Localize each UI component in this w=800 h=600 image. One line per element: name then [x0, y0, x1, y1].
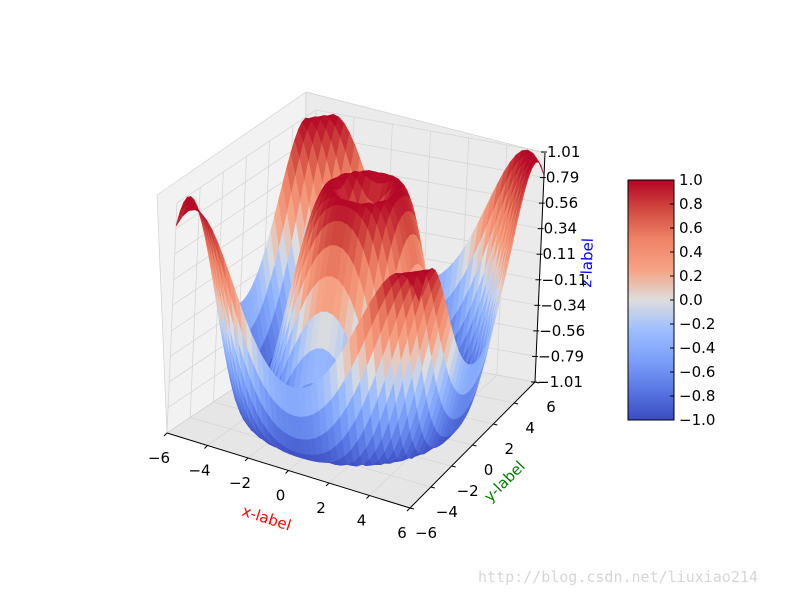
- x-tick-mark: [285, 470, 289, 474]
- colorbar-tick-label: −0.4: [679, 339, 715, 357]
- colorbar-tick-label: −0.6: [679, 363, 715, 381]
- y-tick-mark: [493, 423, 498, 426]
- y-tick-mark: [430, 486, 435, 489]
- x-tick-label: 2: [316, 499, 326, 517]
- z-tick-label: 1.01: [547, 143, 580, 161]
- x-tick-label: 0: [276, 487, 286, 505]
- grid-line: [166, 202, 178, 434]
- z-tick-label: 0.34: [544, 220, 577, 238]
- z-tick-label: −0.11: [541, 271, 587, 289]
- surface-patch: [413, 275, 423, 303]
- z-axis-label: z-label: [577, 238, 597, 288]
- y-tick-mark: [451, 465, 456, 468]
- y-tick-label: −4: [436, 503, 458, 521]
- grid-line: [315, 109, 546, 153]
- z-tick-label: −1.01: [537, 373, 583, 391]
- y-tick-label: −6: [415, 524, 437, 542]
- z-tick-labels: −1.01 −0.79 −0.56 −0.34 −0.11 0.11 0.34 0.56 0.7…: [531, 143, 587, 391]
- x-axis-label: x-label: [240, 502, 294, 535]
- x-tick-label: 6: [397, 524, 407, 542]
- z-tick-label: −0.34: [540, 296, 586, 314]
- x-tick-label: −2: [229, 474, 251, 492]
- x-tick-mark: [406, 507, 411, 512]
- y-tick-label: 2: [505, 440, 515, 458]
- colorbar-tick-label: −0.8: [679, 387, 715, 405]
- colorbar-tick-label: 0.2: [679, 267, 703, 285]
- z-tick-label: 0.11: [543, 245, 576, 263]
- x-tick-mark: [204, 445, 208, 449]
- colorbar-tick-label: −1.0: [679, 411, 715, 429]
- y-tick-mark: [472, 444, 477, 447]
- x-tick-label: 4: [357, 512, 367, 530]
- y-tick-mark: [409, 507, 415, 510]
- grid-line: [176, 109, 317, 204]
- x-tick-mark: [163, 432, 168, 437]
- y-tick-label: −2: [457, 482, 479, 500]
- y-tick-label: 0: [484, 461, 494, 479]
- z-axis-line: [534, 152, 546, 383]
- colorbar-tick-labels: −1.0 −0.8 −0.6 −0.4 −0.2 0.0 0.2 0.4 0.6 0.8 1.0: [670, 171, 715, 429]
- colorbar: [627, 179, 675, 421]
- z-tick-label: −0.56: [539, 322, 585, 340]
- x-tick-mark: [366, 495, 370, 499]
- colorbar-tick-label: 0.6: [679, 219, 703, 237]
- colorbar-tick-label: 1.0: [679, 171, 703, 189]
- y-tick-label: 4: [525, 419, 535, 437]
- z-tick-label: −0.79: [538, 347, 584, 365]
- y-tick-label: 6: [546, 398, 556, 416]
- colorbar-tick-label: 0.8: [679, 195, 703, 213]
- colorbar-tick-label: 0.0: [679, 291, 703, 309]
- grid-line: [189, 187, 201, 418]
- z-tick-label: 0.56: [545, 194, 578, 212]
- x-tick-mark: [325, 482, 330, 487]
- colorbar-tick-label: −0.2: [679, 315, 715, 333]
- watermark-text: http://blog.csdn.net/liuxiao214: [478, 568, 758, 586]
- x-tick-mark: [244, 457, 249, 462]
- surface-plot: [175, 113, 545, 467]
- x-tick-labels: −6 −4 −2 0 2 4 6: [148, 432, 411, 542]
- z-tick-label: 0.79: [546, 169, 579, 187]
- colorbar-tick-label: 0.4: [679, 243, 703, 261]
- x-tick-label: −4: [188, 462, 210, 480]
- y-tick-mark: [514, 402, 519, 405]
- x-tick-label: −6: [148, 449, 170, 467]
